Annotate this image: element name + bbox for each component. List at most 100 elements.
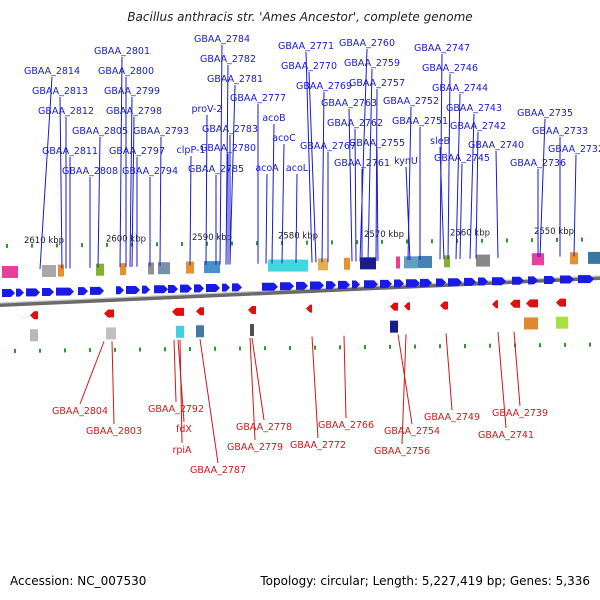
top-gene-label: GBAA_2733 [532, 126, 588, 137]
scale-tick-top [31, 243, 33, 248]
bottom-gene-label: GBAA_2803 [86, 426, 142, 437]
reverse-gene-arrow [196, 307, 204, 316]
reverse-gene-arrow [390, 302, 398, 311]
top-label-leader [189, 155, 192, 266]
top-gene-label: GBAA_2813 [32, 86, 88, 97]
forward-gene-arrow [364, 280, 378, 289]
top-gene-label: GBAA_2771 [278, 41, 334, 52]
top-gene-label: GBAA_2783 [202, 124, 258, 135]
forward-gene-arrow [168, 284, 178, 293]
bottom-gene-label: GBAA_2739 [492, 408, 548, 419]
forward-gene-arrow [26, 288, 40, 297]
bottom-label-leader [311, 336, 319, 439]
feature-block [268, 259, 308, 272]
bottom-gene-label: GBAA_2749 [424, 412, 480, 423]
scale-tick-top [506, 238, 508, 243]
top-label-leader [348, 108, 353, 262]
feature-block [390, 320, 398, 333]
top-label-leader [39, 76, 53, 270]
feature-block [186, 261, 194, 274]
top-gene-label: sleB [430, 136, 450, 147]
reverse-gene-arrow [172, 307, 184, 316]
bottom-gene-label: GBAA_2778 [236, 422, 292, 433]
reverse-gene-arrow [510, 299, 520, 308]
top-label-leader [159, 136, 162, 267]
scale-tick-bottom [289, 345, 291, 350]
top-label-leader [265, 173, 268, 264]
bottom-label-leader [111, 341, 115, 425]
top-gene-label: GBAA_2782 [200, 54, 256, 65]
reverse-gene-arrow [440, 301, 448, 310]
scale-tick-bottom [364, 345, 366, 350]
reverse-gene-arrow [556, 298, 566, 307]
scale-tick-top [6, 243, 8, 248]
top-gene-label: GBAA_2762 [327, 118, 383, 129]
reverse-gene-arrow [526, 299, 538, 308]
scale-tick-bottom [164, 347, 166, 352]
forward-gene-arrow [512, 276, 524, 285]
bottom-label-leader [445, 333, 453, 411]
top-gene-label: GBAA_2793 [133, 126, 189, 137]
top-label-leader [305, 51, 313, 263]
scale-tick-top [306, 240, 308, 245]
bottom-gene-label: GBAA_2792 [148, 404, 204, 415]
bottom-label-leader [251, 337, 265, 421]
top-gene-label: GBAA_2811 [42, 146, 98, 157]
bottom-gene-label: GBAA_2804 [52, 406, 108, 417]
bottom-gene-label: GBAA_2754 [384, 426, 440, 437]
top-gene-label: kynU [394, 156, 418, 167]
feature-block [556, 316, 568, 329]
forward-gene-arrow [464, 277, 476, 286]
genome-summary-text: Topology: circular; Length: 5,227,419 bp… [260, 574, 590, 588]
top-gene-label: GBAA_2812 [38, 106, 94, 117]
top-gene-label: GBAA_2770 [281, 61, 337, 72]
forward-gene-arrow [116, 286, 124, 295]
bottom-label-leader [173, 339, 177, 403]
feature-block [250, 324, 254, 336]
bottom-gene-label: GBAA_2779 [227, 442, 283, 453]
scale-tick-top [581, 237, 583, 242]
bottom-label-leader [513, 331, 521, 407]
forward-gene-arrow [380, 279, 392, 288]
feature-block [176, 325, 184, 338]
scale-tick-top [256, 241, 258, 246]
top-label-leader [119, 56, 123, 268]
forward-gene-arrow [126, 285, 140, 294]
top-gene-label: GBAA_2814 [24, 66, 80, 77]
scale-tick-bottom [89, 348, 91, 353]
forward-gene-arrow [206, 284, 220, 293]
top-label-leader [354, 128, 357, 262]
scale-tick-top [556, 237, 558, 242]
top-gene-label: GBAA_2801 [94, 46, 150, 57]
top-gene-label: GBAA_2763 [321, 98, 377, 109]
scale-tick-bottom [64, 348, 66, 353]
forward-gene-arrow [194, 284, 204, 293]
top-label-leader [229, 84, 236, 265]
bottom-gene-label: GBAA_2787 [190, 465, 246, 476]
feature-block [42, 264, 56, 277]
forward-gene-arrow [280, 282, 294, 291]
forward-gene-arrow [296, 281, 308, 290]
forward-gene-arrow [222, 283, 230, 292]
feature-block [344, 257, 350, 270]
scale-tick-top [456, 238, 458, 243]
top-label-leader [539, 118, 546, 258]
forward-gene-arrow [56, 287, 74, 296]
top-label-leader [225, 64, 229, 265]
top-label-leader [375, 88, 378, 261]
top-label-leader [131, 116, 135, 267]
scale-tick-bottom [564, 342, 566, 347]
scale-tick-bottom [439, 344, 441, 349]
top-gene-label: GBAA_2797 [109, 146, 165, 157]
reverse-gene-arrow [492, 300, 498, 309]
scale-tick-top [206, 241, 208, 246]
bottom-label-leader [199, 339, 219, 464]
accession-text: Accession: NC_007530 [10, 574, 147, 588]
map-title: Bacillus anthracis str. 'Ames Ancestor',… [127, 10, 473, 24]
reverse-gene-arrow [30, 311, 38, 320]
feature-block [148, 262, 154, 275]
top-gene-label: GBAA_2732 [548, 144, 600, 155]
top-label-leader [321, 91, 325, 263]
top-label-leader [439, 146, 445, 260]
scale-tick-top [431, 239, 433, 244]
